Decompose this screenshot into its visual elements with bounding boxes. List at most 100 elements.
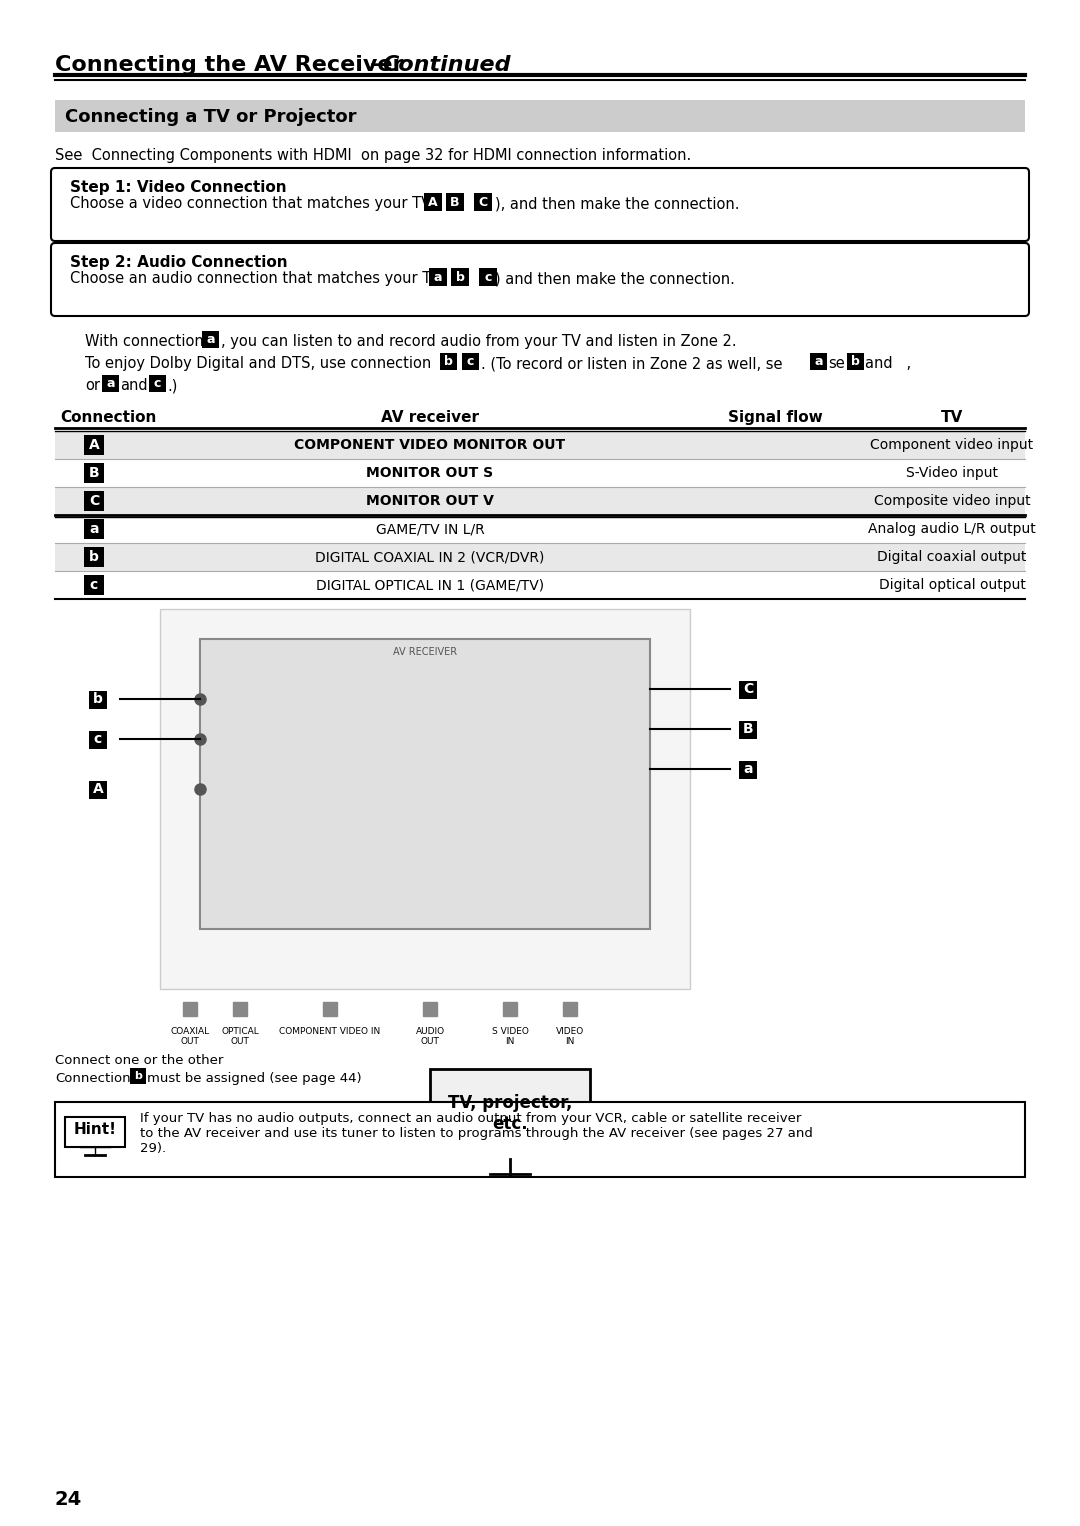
FancyBboxPatch shape [102, 375, 119, 392]
Text: Connection: Connection [60, 410, 157, 426]
FancyBboxPatch shape [55, 459, 1025, 487]
Text: or: or [85, 378, 100, 394]
Text: ), and then make the connection.: ), and then make the connection. [495, 195, 740, 211]
FancyBboxPatch shape [51, 168, 1029, 241]
Text: c: c [94, 732, 103, 746]
FancyBboxPatch shape [130, 1068, 146, 1083]
FancyBboxPatch shape [84, 462, 104, 484]
FancyBboxPatch shape [55, 430, 1025, 459]
Text: must be assigned (see page 44): must be assigned (see page 44) [147, 1071, 362, 1085]
Text: A: A [428, 195, 437, 209]
Text: VIDEO
IN: VIDEO IN [556, 1027, 584, 1047]
Text: c: c [153, 377, 161, 391]
Text: TV: TV [941, 410, 963, 426]
Text: a: a [743, 761, 753, 777]
Text: S-Video input: S-Video input [906, 465, 998, 481]
Text: Connecting a TV or Projector: Connecting a TV or Projector [65, 108, 356, 127]
FancyBboxPatch shape [89, 691, 107, 710]
Text: Connecting the AV Receiver: Connecting the AV Receiver [55, 55, 404, 75]
Text: B: B [450, 195, 460, 209]
Text: se: se [828, 356, 845, 371]
Text: See  Connecting Components with HDMI  on page 32 for HDMI connection information: See Connecting Components with HDMI on p… [55, 148, 691, 163]
FancyBboxPatch shape [149, 375, 166, 392]
Text: DIGITAL OPTICAL IN 1 (GAME/TV): DIGITAL OPTICAL IN 1 (GAME/TV) [316, 578, 544, 592]
Text: C: C [743, 682, 753, 696]
Text: Component video input: Component video input [870, 438, 1034, 452]
FancyBboxPatch shape [84, 575, 104, 595]
Text: Signal flow: Signal flow [728, 410, 822, 426]
FancyBboxPatch shape [84, 491, 104, 511]
FancyBboxPatch shape [430, 1070, 590, 1160]
FancyBboxPatch shape [55, 101, 1025, 133]
FancyBboxPatch shape [739, 681, 757, 699]
Text: Hint!: Hint! [73, 1122, 117, 1137]
Text: Step 1: Video Connection: Step 1: Video Connection [70, 180, 286, 195]
Text: GAME/TV IN L/R: GAME/TV IN L/R [376, 522, 484, 536]
Text: ) and then make the connection.: ) and then make the connection. [495, 272, 734, 285]
FancyBboxPatch shape [480, 269, 497, 285]
FancyBboxPatch shape [160, 609, 690, 989]
Text: . (To record or listen in Zone 2 as well, se: . (To record or listen in Zone 2 as well… [481, 356, 783, 371]
FancyBboxPatch shape [55, 543, 1025, 571]
FancyBboxPatch shape [89, 731, 107, 749]
FancyBboxPatch shape [55, 1102, 1025, 1177]
Text: COMPONENT VIDEO IN: COMPONENT VIDEO IN [280, 1027, 380, 1036]
Text: S VIDEO
IN: S VIDEO IN [491, 1027, 528, 1047]
FancyBboxPatch shape [462, 353, 480, 369]
Text: .): .) [167, 378, 177, 394]
FancyBboxPatch shape [51, 243, 1029, 316]
Text: b: b [444, 356, 453, 368]
Text: 24: 24 [55, 1489, 82, 1509]
FancyBboxPatch shape [84, 435, 104, 455]
Text: b: b [89, 549, 99, 565]
Text: Step 2: Audio Connection: Step 2: Audio Connection [70, 255, 287, 270]
Text: c: c [484, 270, 491, 284]
Text: MONITOR OUT V: MONITOR OUT V [366, 494, 494, 508]
FancyBboxPatch shape [451, 269, 469, 285]
Text: Continued: Continued [382, 55, 511, 75]
Text: , you can listen to and record audio from your TV and listen in Zone 2.: , you can listen to and record audio fro… [221, 334, 737, 349]
FancyBboxPatch shape [55, 571, 1025, 600]
Text: b: b [134, 1071, 141, 1080]
FancyBboxPatch shape [474, 192, 492, 211]
Text: AV receiver: AV receiver [381, 410, 480, 426]
Text: DIGITAL COAXIAL IN 2 (VCR/DVR): DIGITAL COAXIAL IN 2 (VCR/DVR) [315, 549, 544, 565]
FancyBboxPatch shape [84, 546, 104, 568]
Text: A: A [89, 438, 99, 452]
FancyBboxPatch shape [739, 761, 757, 778]
Text: C: C [89, 494, 99, 508]
Text: COAXIAL
OUT: COAXIAL OUT [171, 1027, 210, 1047]
Text: To enjoy Dolby Digital and DTS, use connection: To enjoy Dolby Digital and DTS, use conn… [85, 356, 431, 371]
Text: TV, projector,
etc.: TV, projector, etc. [448, 1094, 572, 1132]
FancyBboxPatch shape [55, 487, 1025, 514]
Text: AUDIO
OUT: AUDIO OUT [416, 1027, 445, 1047]
Text: c: c [467, 356, 474, 368]
Text: MONITOR OUT S: MONITOR OUT S [366, 465, 494, 481]
Text: b: b [456, 270, 464, 284]
Text: B: B [89, 465, 99, 481]
Text: Composite video input: Composite video input [874, 494, 1030, 508]
Text: —: — [370, 55, 392, 75]
FancyBboxPatch shape [65, 1117, 125, 1148]
FancyBboxPatch shape [89, 781, 107, 800]
Text: and   ,: and , [865, 356, 912, 371]
Text: With connection: With connection [85, 334, 204, 349]
Text: If your TV has no audio outputs, connect an audio output from your VCR, cable or: If your TV has no audio outputs, connect… [140, 1112, 813, 1155]
FancyBboxPatch shape [424, 192, 442, 211]
FancyBboxPatch shape [739, 720, 757, 739]
Text: B: B [743, 722, 754, 736]
Text: Digital optical output: Digital optical output [878, 578, 1025, 592]
Text: c: c [90, 578, 98, 592]
FancyBboxPatch shape [810, 353, 827, 369]
Text: COMPONENT VIDEO MONITOR OUT: COMPONENT VIDEO MONITOR OUT [295, 438, 566, 452]
FancyBboxPatch shape [446, 192, 464, 211]
Text: Digital coaxial output: Digital coaxial output [877, 549, 1027, 565]
Text: and: and [120, 378, 148, 394]
FancyBboxPatch shape [847, 353, 864, 369]
Text: a: a [106, 377, 114, 391]
Text: Connect one or the other: Connect one or the other [55, 1054, 224, 1067]
Text: Analog audio L/R output: Analog audio L/R output [868, 522, 1036, 536]
Text: b: b [851, 356, 860, 368]
Text: a: a [434, 270, 442, 284]
FancyBboxPatch shape [429, 269, 447, 285]
